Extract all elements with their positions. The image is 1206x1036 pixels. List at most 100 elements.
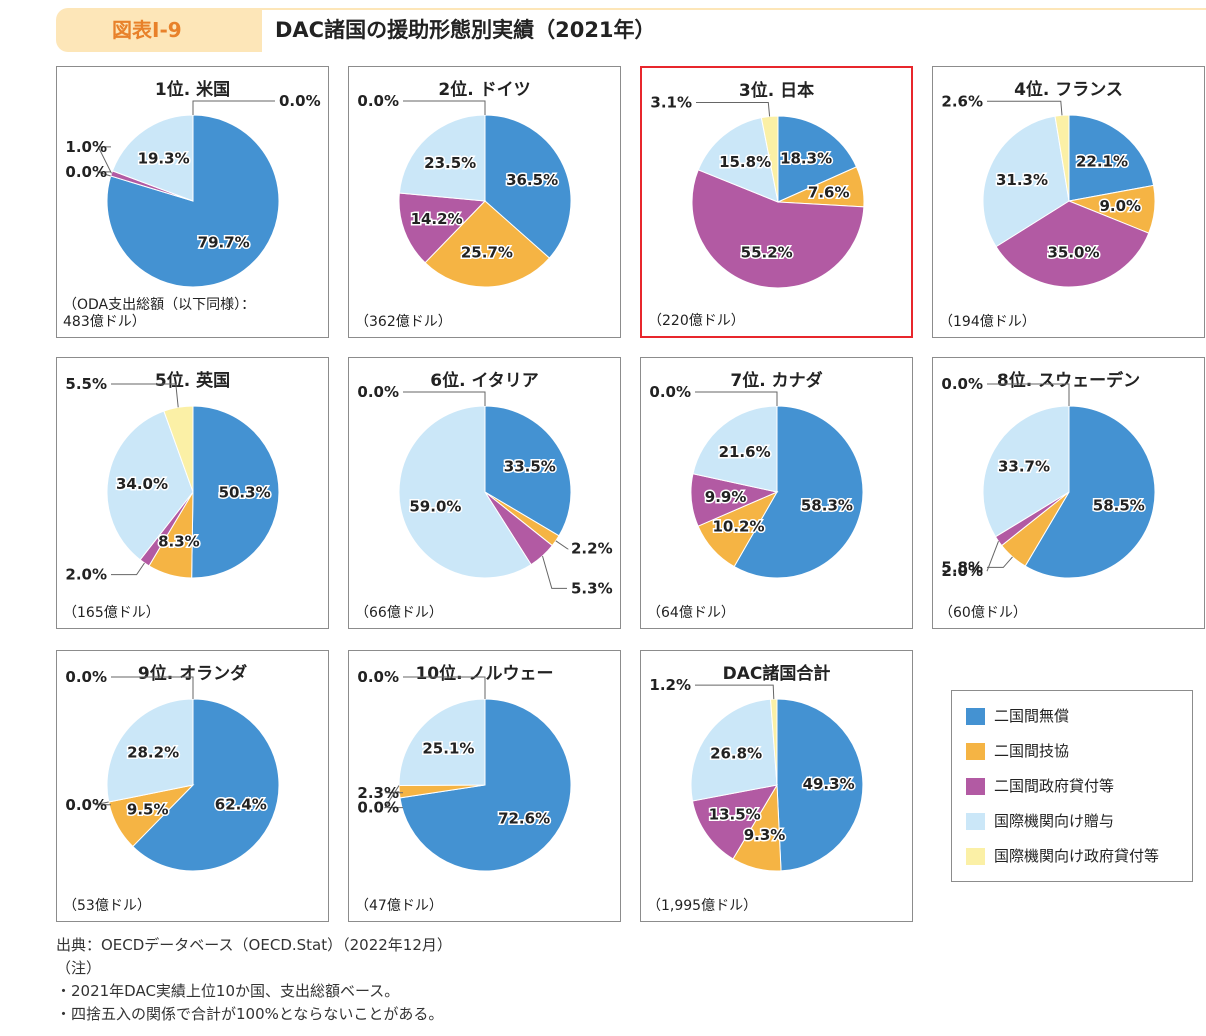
pie-value-label: 19.3% <box>138 150 190 168</box>
pie-value-label: 14.2% <box>411 210 463 228</box>
pie-value-label: 2.0% <box>941 562 983 580</box>
pie-value-label: 58.5% <box>1093 497 1145 515</box>
pie-value-label: 50.3% <box>219 483 271 501</box>
pie-slice-intl-grant <box>982 405 1070 538</box>
pie-value-label: 1.2% <box>649 676 691 694</box>
pie-chart: 72.6%25.1%2.3%0.0%0.0% <box>357 668 572 872</box>
pie-chart: 36.5% 25.7% 14.2% 23.5% 0.0% <box>357 92 572 288</box>
pie-value-label: 15.8% <box>719 153 771 171</box>
pie-title: 5位. 英国 <box>154 371 231 391</box>
pie-value-label: 2.2% <box>571 540 613 558</box>
pie-panel-9: 9位. オランダ 62.4% 9.5% 28.2% 0.0% 0.0% （53億ドル） <box>56 650 329 922</box>
leader-line <box>111 676 194 699</box>
source-note: 出典：OECDデータベース（OECD.Stat）（2022年12月） <box>56 936 452 954</box>
pie-total: （ODA支出総額（以下同様）： 483億ドル） <box>63 297 256 330</box>
pie-value-label: 2.3% <box>357 784 399 802</box>
pie-value-label: 49.3% <box>803 775 855 793</box>
pie-value-label: 9.0% <box>1099 197 1141 215</box>
pie-value-label: 0.0% <box>357 92 399 110</box>
pie-value-label: 1.0% <box>65 138 107 156</box>
pie-slice-intl-grant <box>697 117 779 203</box>
pie-chart: 62.4% 9.5% 28.2% 0.0% 0.0% <box>65 668 280 872</box>
pie-total: （47億ドル） <box>355 898 443 914</box>
pie-panel-6: 6位. イタリア 33.5% 59.0% 2.2% 5.3% 0.0% （66億ドル） <box>348 357 621 629</box>
pie-value-label: 7.6% <box>808 184 850 202</box>
pie-value-label: 0.0% <box>649 383 691 401</box>
pie-value-label: 9.9% <box>705 488 747 506</box>
pie-slice-bilateral-grant <box>132 698 280 872</box>
legend-swatch <box>966 743 985 760</box>
pie-value-label: 0.0% <box>357 799 399 817</box>
pie-value-label: 5.3% <box>571 579 613 597</box>
leader-line <box>695 391 778 406</box>
pie-slice-bilateral-tech <box>424 200 551 288</box>
pie-panel-2: 2位. ドイツ 36.5% 25.7% 14.2% 23.5% 0.0% （362億ドル） <box>348 66 621 338</box>
pie-total: （1,995億ドル） <box>647 898 758 914</box>
pie-slice-intl-loan <box>760 115 779 203</box>
pie-value-label: 72.6% <box>498 810 550 828</box>
pie-value-label: 79.7% <box>198 234 250 252</box>
pie-slice-bilateral-grant <box>777 115 858 203</box>
pie-slice-bilateral-grant <box>191 405 280 579</box>
pie-value-label: 25.1% <box>422 740 474 758</box>
pie-panel-4: 4位. フランス 22.1% 9.0% 35.0% 31.3% 2.6% （194億ドル） <box>932 66 1205 338</box>
leader-line <box>111 562 145 576</box>
legend-label: 二国間技協 <box>994 742 1070 760</box>
pie-value-label: 0.0% <box>279 92 321 110</box>
pie-slice-intl-grant <box>690 698 778 802</box>
pie-value-label: 62.4% <box>215 796 267 814</box>
note-heading: （注） <box>56 959 102 977</box>
pie-slice-bilateral-loan <box>691 169 865 289</box>
pie-slice-bilateral-grant <box>776 698 864 872</box>
legend: 二国間無償 二国間技協 二国間政府貸付等 国際機関向け贈与 国際機関向け政府貸付等 <box>951 690 1193 882</box>
pie-value-label: 0.0% <box>65 796 107 814</box>
leader-line <box>695 684 775 700</box>
pie-title: 4位. フランス <box>1014 80 1123 100</box>
leader-line <box>987 100 1063 116</box>
leader-line <box>97 171 111 177</box>
pie-slice-intl-grant <box>398 405 532 579</box>
pie-value-label: 35.0% <box>1047 243 1099 261</box>
leader-line <box>111 383 179 408</box>
pie-value-label: 0.0% <box>357 668 399 686</box>
leader-line <box>987 383 1070 406</box>
pie-value-label: 5.5% <box>65 375 107 393</box>
pie-value-label: 0.0% <box>65 668 107 686</box>
pie-panel-3: 3位. 日本 18.3% 7.6% 55.2% 15.8% 3.1% （220億ドル） <box>640 66 913 338</box>
pie-chart: 58.3% 10.2% 9.9% 21.6% 0.0% <box>649 383 864 579</box>
pie-value-label: 5.8% <box>941 558 983 576</box>
legend-swatch <box>966 778 985 795</box>
pie-total: （362億ドル） <box>355 314 452 330</box>
pie-panel-1: 1位. 米国 79.7% 19.3% 0.0% 1.0% 0.0% （ODA支出総額（以下同… <box>56 66 329 338</box>
figure-title: DAC諸国の援助形態別実績（2021年） <box>275 18 656 42</box>
pie-slice-intl-grant <box>111 114 194 202</box>
pie-chart: 58.5% 33.7% 5.8%2.0% 0.0% <box>941 375 1156 580</box>
pie-value-label: 21.6% <box>719 443 771 461</box>
pie-chart: 22.1% 9.0% 35.0% 31.3% 2.6% <box>941 92 1156 288</box>
pie-total: （194億ドル） <box>939 314 1036 330</box>
footer-notes: 出典：OECDデータベース（OECD.Stat）（2022年12月） （注） ・… <box>56 934 756 1026</box>
pie-slice-intl-grant <box>106 410 194 561</box>
pie-value-label: 18.3% <box>780 150 832 168</box>
legend-label: 国際機関向け政府貸付等 <box>994 847 1160 865</box>
pie-total: （53億ドル） <box>63 898 151 914</box>
pie-value-label: 26.8% <box>710 745 762 763</box>
pie-value-label: 2.0% <box>65 566 107 584</box>
pie-value-label: 55.2% <box>741 243 793 261</box>
pie-title: 8位. スウェーデン <box>996 371 1141 391</box>
pie-slice-intl-grant <box>398 114 486 202</box>
figure-label: 図表Ⅰ-9 <box>56 8 262 52</box>
leader-line <box>542 555 567 589</box>
pie-title: 7位. カナダ <box>730 371 823 391</box>
leader-line <box>192 100 275 115</box>
pie-total: （64億ドル） <box>647 605 735 621</box>
pie-value-label: 31.3% <box>996 171 1048 189</box>
leader-line <box>986 541 999 572</box>
pie-value-label: 0.0% <box>65 163 107 181</box>
pie-chart: 49.3% 9.3% 13.5% 26.8% 1.2% <box>649 676 864 872</box>
legend-label: 国際機関向け贈与 <box>994 812 1115 830</box>
pie-chart: 79.7% 19.3% 0.0% 1.0% 0.0% <box>65 92 321 288</box>
pie-slice-bilateral-loan <box>995 200 1150 288</box>
pie-value-label: 8.3% <box>158 533 200 551</box>
leader-line <box>97 146 112 174</box>
